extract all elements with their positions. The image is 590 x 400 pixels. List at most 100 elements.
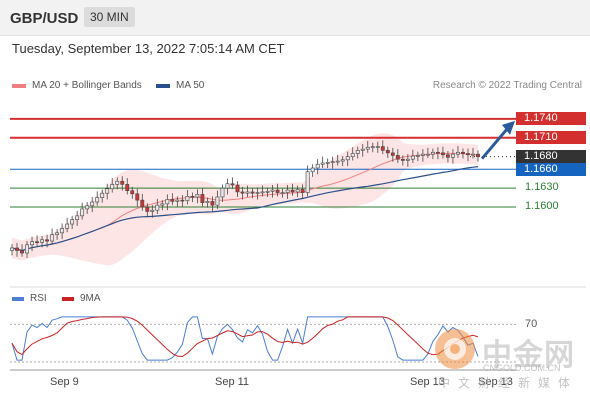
credit-text: Research © 2022 Trading Central bbox=[432, 80, 582, 91]
candle-body bbox=[55, 232, 60, 236]
candle-body bbox=[315, 163, 320, 169]
candle-body bbox=[195, 194, 200, 198]
candle-body bbox=[405, 158, 410, 161]
candle-body bbox=[110, 184, 115, 190]
candle-body bbox=[70, 219, 75, 225]
candle-body bbox=[365, 146, 370, 150]
watermark-logo-icon bbox=[435, 329, 475, 369]
candle-body bbox=[20, 250, 24, 254]
candle-body bbox=[85, 205, 90, 210]
rsi-ma-swatch bbox=[62, 296, 74, 301]
price-level-tag: 1.1740 bbox=[516, 112, 586, 126]
candle-body bbox=[230, 183, 235, 186]
watermark-brand: 中金网 bbox=[482, 338, 575, 373]
candle-body bbox=[235, 184, 240, 193]
candle-body bbox=[50, 234, 55, 242]
price-level-tag: 1.1660 bbox=[516, 162, 586, 176]
candle-body bbox=[265, 190, 270, 193]
watermark-url: CNGOLD.COM.CN bbox=[483, 363, 561, 373]
price-level-tag: 1.1710 bbox=[516, 131, 586, 145]
bollinger-band bbox=[12, 133, 478, 266]
candle-body bbox=[165, 199, 170, 205]
candle-body bbox=[105, 188, 110, 194]
candle-body bbox=[200, 194, 205, 203]
x-tick-label: Sep 13 bbox=[410, 376, 445, 388]
candle-body bbox=[215, 196, 220, 206]
rsi-label: RSI bbox=[30, 293, 47, 304]
candle-body bbox=[145, 206, 150, 212]
candle-body bbox=[150, 209, 155, 212]
candle-body bbox=[115, 180, 120, 185]
watermark-subtitle: 中文财经新媒体 bbox=[438, 376, 579, 390]
candle-body bbox=[310, 167, 315, 173]
candle-body bbox=[290, 189, 295, 193]
candle-body bbox=[185, 196, 190, 202]
candle-body bbox=[325, 162, 330, 164]
candle-body bbox=[435, 151, 440, 154]
candle-body bbox=[45, 239, 50, 242]
rsi-swatch bbox=[12, 296, 24, 301]
ma50-swatch bbox=[156, 83, 170, 88]
ma20-swatch bbox=[12, 83, 26, 88]
candle-body bbox=[15, 247, 19, 251]
candle-body bbox=[335, 160, 340, 163]
ma20-label: MA 20 + Bollinger Bands bbox=[32, 80, 142, 91]
candle-body bbox=[305, 171, 310, 193]
legend-ma20: MA 20 + Bollinger Bands bbox=[12, 80, 142, 91]
timeframe-button[interactable]: 30 MIN bbox=[84, 7, 135, 27]
candle-body bbox=[370, 146, 375, 148]
candle-body bbox=[40, 239, 44, 243]
candle-body bbox=[456, 151, 460, 155]
candle-body bbox=[35, 241, 39, 243]
rsi-ma-label: 9MA bbox=[80, 293, 101, 304]
candle-body bbox=[260, 191, 265, 194]
candle-body bbox=[390, 152, 395, 156]
candle-body bbox=[320, 162, 325, 165]
candle-body bbox=[295, 189, 300, 193]
candle-body bbox=[410, 155, 415, 160]
candle-body bbox=[476, 153, 480, 157]
candle-body bbox=[300, 189, 305, 193]
candle-body bbox=[471, 153, 475, 156]
rsi-ma-line bbox=[11, 316, 479, 358]
rsi-line bbox=[11, 316, 479, 361]
candle-body bbox=[250, 191, 255, 194]
price-level-label: 1.1600 bbox=[525, 200, 559, 213]
projection-arrowhead bbox=[502, 120, 515, 135]
chart-header: GBP/USD 30 MIN bbox=[0, 0, 590, 36]
candle-body bbox=[175, 199, 180, 202]
currency-pair: GBP/USD bbox=[10, 10, 79, 27]
candle-body bbox=[130, 190, 135, 195]
candle-body bbox=[160, 203, 165, 206]
candle-body bbox=[345, 156, 350, 161]
candle-body bbox=[120, 180, 125, 185]
candle-body bbox=[155, 204, 160, 211]
candle-body bbox=[255, 192, 260, 194]
candle-body bbox=[170, 199, 175, 202]
candle-body bbox=[285, 189, 290, 193]
price-level-tag: 1.1680 bbox=[516, 150, 586, 164]
candle-body bbox=[90, 201, 95, 207]
candle-body bbox=[350, 153, 355, 157]
candle-body bbox=[275, 189, 280, 193]
candle-body bbox=[95, 197, 100, 203]
candle-body bbox=[180, 199, 185, 202]
ma50-line bbox=[11, 166, 479, 252]
legend-ma50: MA 50 bbox=[156, 80, 204, 91]
candle-body bbox=[30, 241, 34, 246]
candle-body bbox=[245, 191, 250, 194]
candle-body bbox=[220, 187, 225, 198]
candle-body bbox=[425, 153, 430, 156]
candle-body bbox=[355, 150, 360, 154]
candle-body bbox=[380, 146, 385, 151]
rsi-panel bbox=[10, 316, 516, 363]
candle-body bbox=[25, 244, 29, 254]
candle-body bbox=[330, 161, 335, 164]
price-level-lines bbox=[10, 117, 516, 208]
candle-body bbox=[446, 154, 450, 158]
candle-body bbox=[461, 151, 465, 154]
candle-body bbox=[205, 201, 210, 203]
legend-rsi: RSI bbox=[12, 293, 47, 304]
candle-body bbox=[375, 146, 380, 148]
